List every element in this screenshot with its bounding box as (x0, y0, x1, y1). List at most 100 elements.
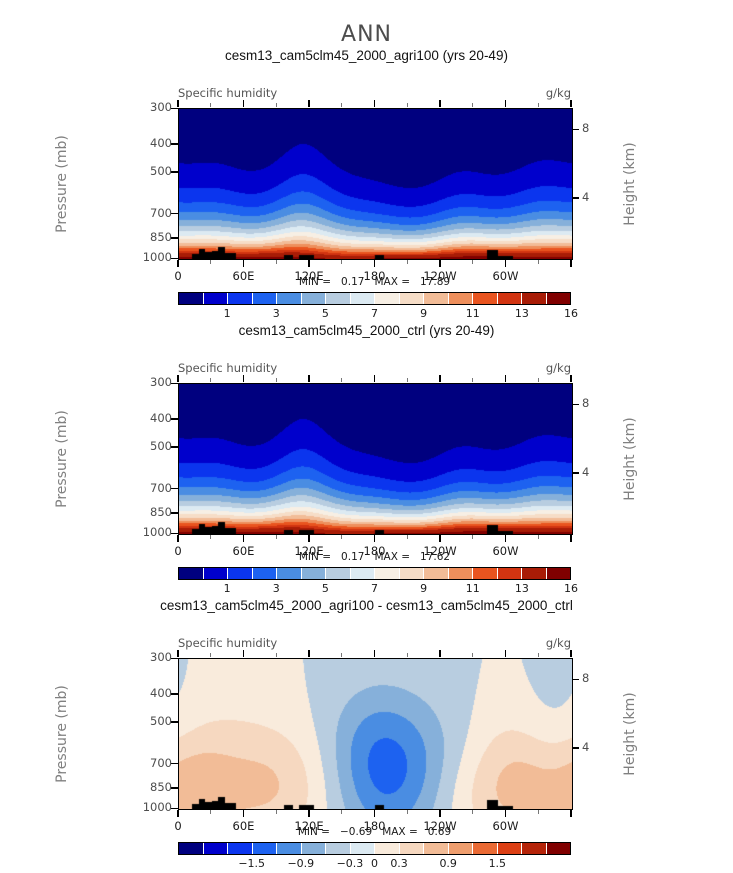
colorbar-labels-agri100: 1 3 5 7 9 11 13 16 (178, 307, 578, 321)
colorbar-tick-label: 3 (272, 582, 280, 595)
colorbar-tick-label: 5 (321, 582, 329, 595)
lon-tick-bottom (472, 810, 474, 814)
height-tick (572, 747, 579, 749)
contour-plot-difference (178, 658, 573, 810)
colorbar-cell (179, 843, 204, 854)
pressure-tick (171, 143, 178, 145)
lon-tick-top (341, 378, 343, 382)
min-value: −0.69 (339, 826, 373, 838)
colorbar-difference[interactable] (178, 842, 571, 855)
max-label: MAX = (374, 276, 411, 288)
pressure-axis-label: Pressure (mb) (54, 685, 70, 783)
colorbar-cell (277, 293, 302, 304)
lon-tick-bottom (177, 260, 179, 267)
lon-tick-top (341, 103, 343, 107)
lon-tick-label: 60W (492, 269, 519, 283)
colorbar-cell (228, 568, 253, 579)
pressure-tick (171, 446, 178, 448)
lon-tick-label: 0 (174, 544, 182, 558)
contour-canvas (179, 384, 572, 534)
lon-tick-label: 60W (492, 819, 519, 833)
lon-tick-bottom (570, 535, 572, 542)
lon-tick-top (439, 100, 441, 107)
panel-title: cesm13_cam5clm45_2000_agri100 (yrs 20-49… (225, 48, 508, 63)
lon-tick-top (275, 378, 277, 382)
pressure-tick (171, 488, 178, 490)
colorbar-ctrl[interactable] (178, 567, 571, 580)
lon-tick-bottom (504, 535, 507, 542)
colorbar-labels-difference: −1.5 −0.9 −0.3 0 0.3 0.9 1.5 (178, 857, 571, 871)
colorbar-tick-label: 7 (371, 582, 378, 595)
height-tick-label: 4 (582, 464, 590, 479)
lon-tick-label: 60W (492, 544, 519, 558)
colorbar-cell (326, 843, 351, 854)
lon-tick-label: 180 (363, 819, 386, 833)
colorbar-cell (399, 568, 424, 579)
pressure-axis-label: Pressure (mb) (54, 410, 70, 508)
pressure-tick-label: 500 (150, 713, 172, 728)
lon-tick-bottom (341, 810, 343, 814)
colorbar-tick-label: 16 (564, 307, 578, 320)
lon-tick-bottom (504, 810, 507, 817)
lon-tick-bottom (177, 535, 179, 542)
colorbar-cell (497, 568, 522, 579)
lon-tick-bottom (341, 535, 343, 539)
pressure-tick-label: 700 (150, 755, 172, 770)
lon-tick-bottom (406, 535, 408, 539)
height-tick-label: 4 (582, 739, 590, 754)
lon-tick-top (275, 653, 277, 657)
lon-tick-top (439, 375, 441, 382)
lon-tick-top (570, 375, 572, 382)
max-value: 0.69 (427, 826, 452, 838)
height-tick-label: 8 (582, 671, 590, 686)
colorbar-labels-ctrl: 1 3 5 7 9 11 13 16 (178, 582, 578, 596)
colorbar-cell (522, 843, 547, 854)
lon-tick-top (210, 378, 212, 382)
units-label: g/kg (545, 636, 571, 650)
panel-title: cesm13_cam5clm45_2000_agri100 - cesm13_c… (160, 598, 573, 613)
colorbar-cell (179, 568, 204, 579)
lon-tick-top (210, 653, 212, 657)
lon-tick-top (242, 375, 245, 382)
lon-tick-bottom (275, 810, 277, 814)
colorbar-cell (497, 843, 522, 854)
lon-tick-bottom (308, 260, 310, 267)
lon-tick-bottom (242, 535, 245, 542)
lon-tick-label: 60E (232, 819, 255, 833)
colorbar-cell (473, 293, 498, 304)
height-axis-label: Height (km) (622, 142, 638, 226)
lon-tick-bottom (439, 535, 441, 542)
min-label: MIN = (298, 276, 332, 288)
colorbar-cell (375, 293, 400, 304)
contour-canvas (179, 109, 572, 259)
lon-tick-label: 0 (174, 819, 182, 833)
height-tick (572, 197, 579, 199)
colorbar-tick-label: 5 (321, 307, 329, 320)
colorbar-cell (522, 568, 547, 579)
lon-tick-top (537, 653, 539, 657)
pressure-tick (171, 171, 178, 173)
panel-difference: cesm13_cam5clm45_2000_agri100 - cesm13_c… (0, 598, 733, 873)
variable-label: Specific humidity (178, 361, 278, 375)
colorbar-tick-label: 11 (465, 582, 480, 595)
colorbar-cell (252, 843, 277, 854)
lon-tick-bottom (406, 260, 408, 264)
pressure-tick-label: 300 (150, 375, 172, 389)
panel-title: cesm13_cam5clm45_2000_ctrl (yrs 20-49) (238, 323, 495, 338)
lon-tick-bottom (537, 810, 539, 814)
lon-tick-bottom (242, 260, 245, 267)
lon-tick-top (308, 100, 310, 107)
colorbar-tick-label: 1 (223, 307, 231, 320)
lon-tick-label: 60E (232, 269, 255, 283)
pressure-tick-label: 400 (150, 410, 172, 425)
lon-tick-bottom (210, 810, 212, 814)
lon-tick-top (537, 103, 539, 107)
colorbar-cell (546, 293, 570, 304)
colorbar-cell (424, 568, 449, 579)
lon-tick-label: 180 (363, 269, 386, 283)
colorbar-cell (301, 293, 326, 304)
colorbar-agri100[interactable] (178, 292, 571, 305)
colorbar-cell (350, 568, 375, 579)
colorbar-cell (203, 568, 228, 579)
colorbar-tick-label: 0.3 (390, 857, 408, 870)
